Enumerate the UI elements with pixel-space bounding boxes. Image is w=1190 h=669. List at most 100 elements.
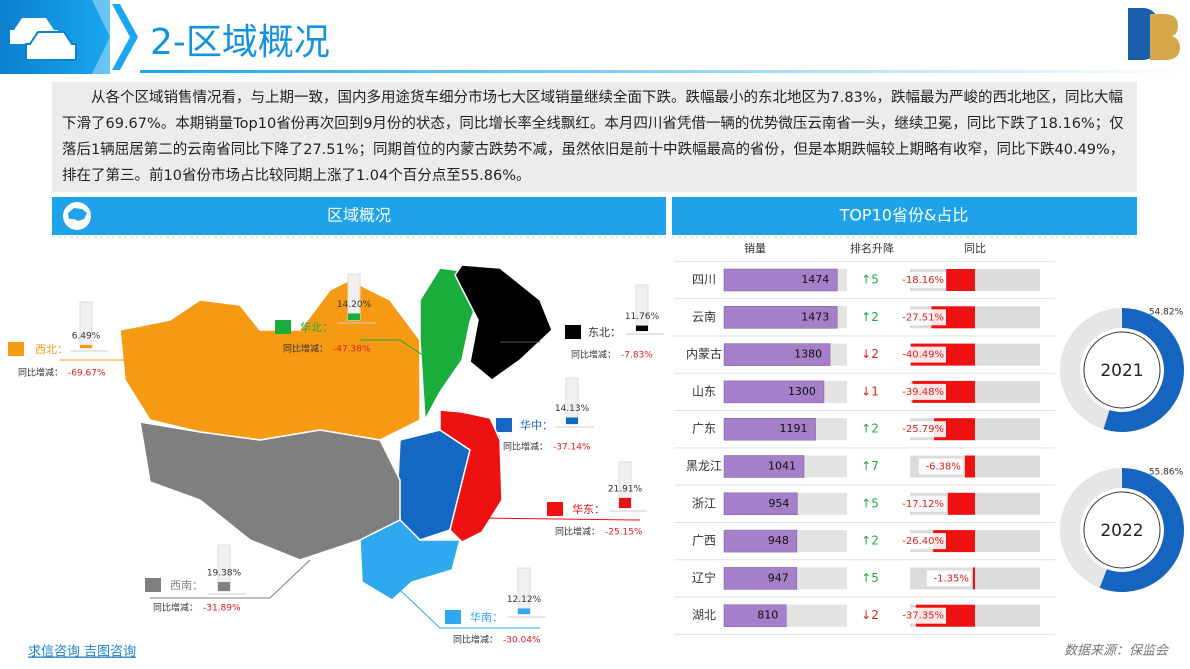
region-name: 西南：: [170, 579, 203, 592]
page-title: 2-区域概况: [150, 22, 330, 63]
yoy-label-bg: [902, 272, 946, 288]
sales-bar: [723, 604, 787, 627]
sales-label: 1191: [780, 422, 808, 435]
change-label: -69.67%: [68, 369, 106, 379]
chevron: [92, 0, 128, 74]
region-name: 华南：: [470, 610, 503, 624]
yoy-label-bg: [926, 570, 971, 587]
yoy-bar: [964, 455, 975, 478]
sales-label: 1041: [768, 460, 796, 473]
header-line: [140, 70, 1190, 73]
donut-year: 2021: [1100, 361, 1143, 381]
share-label: 21.91%: [608, 484, 643, 494]
region-name: 东北：: [588, 326, 621, 339]
column-header: 同比: [964, 242, 986, 255]
sales-bar: [723, 455, 805, 478]
province-label: 湖北: [692, 607, 716, 622]
region-name: 华中：: [520, 418, 553, 432]
column-header: 销量: [744, 241, 766, 255]
province-label: 山东: [692, 384, 716, 398]
sales-bar: [723, 268, 838, 292]
yoy-label: -25.79%: [902, 424, 944, 435]
share-label: 12.12%: [507, 595, 542, 605]
yoy-label: -27.51%: [902, 312, 944, 323]
column-header: 排名升降: [850, 241, 894, 255]
change-label: -30.04%: [503, 636, 541, 646]
change-title: 同比增减：: [555, 526, 600, 538]
car-icon: [10, 18, 77, 61]
yoy-bar: [946, 269, 975, 291]
region-name: 西北：: [35, 343, 68, 356]
donut-segment: [1099, 468, 1184, 593]
sales-label: 810: [757, 609, 778, 622]
map-region: [454, 264, 553, 381]
leader-line: [399, 589, 540, 629]
rank-change: ↑5: [861, 496, 879, 510]
region-swatch: [496, 418, 512, 432]
rank-change: ↓1: [861, 384, 879, 398]
share-bar: [566, 417, 578, 424]
sales-bar: [723, 529, 798, 553]
rank-change: ↑5: [861, 273, 879, 287]
yoy-label: -40.49%: [902, 350, 944, 361]
region-swatch: [275, 320, 291, 334]
change-label: -25.15%: [605, 528, 643, 538]
share-label: 14.13%: [555, 404, 590, 414]
share-bar: [218, 582, 230, 591]
donut-year: 2022: [1100, 521, 1143, 541]
change-title: 同比增减：: [283, 343, 328, 355]
province-label: 浙江: [692, 496, 716, 510]
sales-label: 948: [768, 534, 789, 547]
sales-bar: [723, 343, 831, 366]
change-title: 同比增减：: [453, 634, 498, 646]
yoy-label-bg: [902, 421, 946, 438]
region-name: 华东：: [572, 502, 605, 516]
panel-icon-map: [68, 208, 87, 221]
map-region: [419, 267, 479, 423]
leader-line: [150, 559, 311, 599]
sales-bar: [723, 417, 816, 441]
share-label: 19.38%: [207, 569, 242, 579]
sales-bar: [723, 380, 825, 404]
province-label: 广东: [692, 422, 716, 436]
yoy-label-bg: [902, 533, 946, 550]
sales-label: 954: [768, 497, 789, 510]
donut-value: 55.86%: [1149, 468, 1184, 478]
footer-brand[interactable]: 求信咨询 吉图咨询: [28, 645, 136, 660]
share-bar: [619, 497, 631, 508]
province-label: 黑龙江: [686, 459, 722, 473]
sales-label: 1300: [788, 385, 816, 398]
map-region: [119, 279, 421, 441]
region-swatch: [445, 610, 461, 624]
sales-bar: [723, 567, 798, 590]
rank-change: ↓2: [861, 347, 879, 361]
change-label: -7.83%: [621, 351, 653, 361]
footer-source: 数据来源：保监会: [1064, 644, 1170, 659]
mini-track: [347, 273, 361, 321]
map-region: [439, 409, 503, 543]
panel-title: 区域概况: [327, 206, 391, 225]
sales-label: 1380: [794, 348, 822, 361]
province-label: 广西: [692, 534, 716, 548]
rank-change: ↑5: [861, 571, 879, 585]
yoy-label: -18.16%: [902, 275, 944, 286]
yoy-label-bg: [902, 309, 946, 326]
leader-line: [360, 339, 431, 361]
share-label: 14.20%: [337, 300, 372, 310]
rank-change: ↓2: [861, 608, 879, 622]
change-title: 同比增减：: [153, 602, 198, 614]
change-label: -37.14%: [553, 443, 591, 453]
panel-header: [52, 197, 666, 235]
leader-line: [60, 329, 201, 361]
change-title: 同比增减：: [503, 441, 548, 453]
rank-change: ↑7: [861, 459, 879, 473]
mini-track: [565, 377, 579, 425]
sales-label: 1474: [801, 273, 829, 286]
yoy-label: -17.12%: [902, 499, 944, 510]
panel-title: TOP10省份&占比: [839, 206, 969, 225]
rank-change: ↑2: [861, 534, 879, 548]
change-title: 同比增减：: [571, 349, 616, 361]
province-label: 辽宁: [692, 570, 716, 585]
